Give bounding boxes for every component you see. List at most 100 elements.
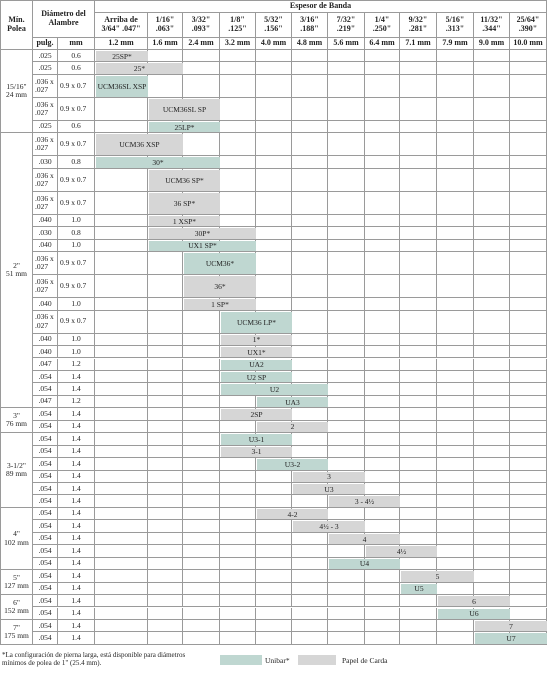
column-mm: 4.8 mm xyxy=(292,38,328,50)
wire-inch: .036 x .027 xyxy=(33,168,58,192)
pulley-inch: 5" xyxy=(13,572,20,582)
cell xyxy=(437,408,474,421)
cell xyxy=(365,458,400,471)
cell xyxy=(292,191,328,215)
column-decimal: .188" xyxy=(300,24,319,33)
cell xyxy=(474,470,510,483)
cell xyxy=(95,607,148,620)
cell xyxy=(400,333,437,347)
cell xyxy=(256,545,292,558)
wire-inch: .054 xyxy=(33,557,58,571)
legend-swatch xyxy=(220,655,262,665)
cell xyxy=(292,239,328,253)
column-fraction: 1/16" xyxy=(155,15,175,25)
wire-inch: .025 xyxy=(33,120,58,134)
cell xyxy=(292,133,328,157)
cell xyxy=(256,495,292,508)
cell xyxy=(256,632,292,645)
wire-inch: .054 xyxy=(33,607,58,620)
cell xyxy=(148,582,183,596)
cell xyxy=(474,239,510,253)
wire-mm: 1.4 xyxy=(58,532,95,546)
wire-mm: 0.6 xyxy=(58,120,95,134)
pulley-inch: 3" xyxy=(13,410,20,420)
cell xyxy=(400,370,437,384)
cell xyxy=(510,97,547,121)
cell xyxy=(220,632,256,645)
cell xyxy=(510,445,547,459)
cell xyxy=(400,252,437,276)
column-header: 3/32" .093" xyxy=(183,13,220,38)
cell xyxy=(220,607,256,620)
cell xyxy=(292,570,328,583)
cell xyxy=(292,358,328,371)
cell xyxy=(183,458,220,471)
cell xyxy=(474,495,510,508)
cell xyxy=(437,227,474,240)
wire-diameter-header: Diámetro del Alambre xyxy=(33,0,95,38)
column-header: 1/4" .250" xyxy=(365,13,400,38)
pulley-inch: 2" xyxy=(13,261,20,271)
cell xyxy=(220,520,256,533)
cell xyxy=(256,532,292,546)
cell xyxy=(474,156,510,169)
cell xyxy=(220,191,256,215)
cell xyxy=(148,483,183,496)
cell xyxy=(148,298,183,311)
belt-bar: U2 xyxy=(221,384,328,395)
cell xyxy=(365,607,400,620)
belt-bar: UX1* xyxy=(221,347,292,358)
wire-inch: .054 xyxy=(33,470,58,483)
wire-mm: 1.4 xyxy=(58,483,95,496)
cell xyxy=(95,632,148,645)
cell xyxy=(400,168,437,192)
cell xyxy=(148,252,183,276)
pulley-mm: 102 mm xyxy=(4,537,29,547)
cell xyxy=(400,495,437,508)
belt-bar: 3 - 4½ xyxy=(329,496,400,507)
cell xyxy=(400,310,437,334)
cell xyxy=(183,532,220,546)
cell xyxy=(328,239,365,253)
column-header: 1/16" .063" xyxy=(148,13,183,38)
cell xyxy=(437,168,474,192)
cell xyxy=(292,275,328,299)
column-decimal: .344" xyxy=(482,24,501,33)
cell xyxy=(292,298,328,311)
cell xyxy=(95,298,148,311)
cell xyxy=(400,74,437,98)
cell xyxy=(510,275,547,299)
cell xyxy=(437,74,474,98)
cell xyxy=(365,383,400,396)
cell xyxy=(474,214,510,228)
cell xyxy=(437,191,474,215)
cell xyxy=(148,632,183,645)
cell xyxy=(148,346,183,359)
cell xyxy=(365,310,400,334)
wire-inch: .054 xyxy=(33,483,58,496)
cell xyxy=(365,507,400,521)
cell xyxy=(183,50,220,63)
cell xyxy=(365,227,400,240)
cell xyxy=(148,607,183,620)
cell xyxy=(437,156,474,169)
wire-mm: 0.9 x 0.7 xyxy=(58,191,95,215)
wire-inch: .036 x .027 xyxy=(33,74,58,98)
wire-mm: 1.4 xyxy=(58,445,95,459)
cell xyxy=(183,483,220,496)
cell xyxy=(400,214,437,228)
cell xyxy=(183,632,220,645)
belt-bar: UCM36 XSP xyxy=(96,134,183,156)
belt-bar: UX1 SP* xyxy=(149,240,256,252)
belt-bar: 4½ xyxy=(366,546,437,557)
cell xyxy=(437,310,474,334)
cell xyxy=(183,370,220,384)
cell xyxy=(148,458,183,471)
wire-inch: .054 xyxy=(33,507,58,521)
cell xyxy=(365,62,400,75)
cell xyxy=(148,570,183,583)
cell xyxy=(510,420,547,434)
cell xyxy=(220,507,256,521)
wire-inch: .054 xyxy=(33,570,58,583)
cell xyxy=(148,275,183,299)
